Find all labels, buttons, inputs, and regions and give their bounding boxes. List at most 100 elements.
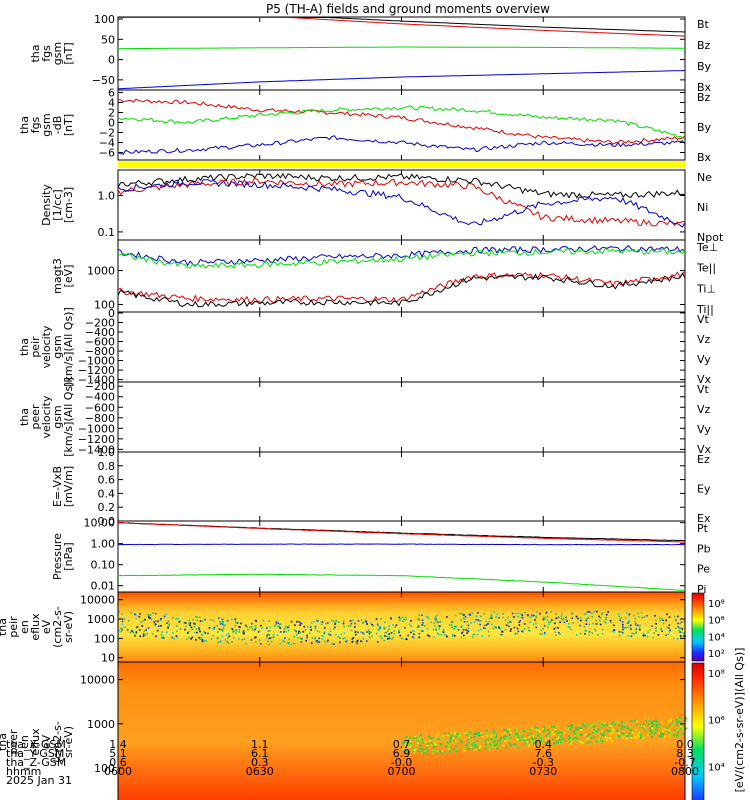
spectrogram-band: [401, 716, 687, 756]
legend-bx: Bx: [697, 151, 712, 164]
series-group: [117, 17, 686, 90]
time-axis-value: 1.1: [251, 738, 269, 751]
y-axis-label: peer: [29, 404, 42, 430]
time-axis-table: tha_X-GSM 1.4 1.1 0.7 0.4 0.0 tha_Y-GSM 5.1 6.1 6…: [6, 738, 699, 778]
y-tick-label: −1000: [78, 422, 115, 435]
y-tick-label: −800: [85, 345, 115, 358]
series-group: [117, 522, 686, 591]
series-group: [117, 244, 686, 308]
y-axis-label: en: [18, 735, 31, 749]
colorbar-peer: [691, 662, 705, 800]
y-axis-label: peir: [29, 336, 42, 358]
y-tick-label: 0.6: [98, 474, 116, 487]
series-line-ti: [117, 247, 686, 269]
legend-ti: Ti||: [696, 303, 714, 316]
legend-ey: Ey: [697, 483, 711, 496]
time-axis-value: 0600: [104, 765, 132, 778]
time-axis-value: 0.7: [393, 738, 411, 751]
y-axis-label: [eV]: [62, 265, 75, 288]
y-tick-label: 0: [108, 117, 115, 130]
legend-bx: Bx: [697, 81, 712, 94]
y-axis-label: velocity: [40, 325, 53, 368]
time-axis-row-label: hhmm: [6, 765, 41, 778]
time-axis-value: 8.3: [676, 747, 694, 760]
colorbar-tick-label: 10⁶: [708, 616, 725, 627]
panel-temperature: 1000 100 magt3[eV] Te⊥ Te|| Ti⊥ Ti||: [51, 239, 718, 316]
y-axis-label: eV: [40, 619, 53, 634]
colorbar-peir: [691, 592, 705, 662]
y-tick-label: −200: [85, 380, 115, 393]
y-axis-label: [mV/m]: [62, 466, 75, 507]
y-tick-label: 1000: [87, 613, 115, 626]
y-axis-label: sr-eV): [62, 611, 75, 643]
y-tick-label: 1.00: [91, 538, 116, 551]
y-axis-label: magt3: [51, 258, 64, 294]
series-line-pe: [117, 573, 686, 591]
legend-vz: Vz: [697, 403, 711, 416]
panel-density: 1.0 0.1 Density[1/cc][cm-3] Ne Ni Npot: [40, 169, 724, 244]
y-axis-label: gsm: [51, 42, 64, 65]
y-tick-label: 10: [101, 652, 115, 665]
y-tick-label: −1200: [78, 364, 115, 377]
time-axis-value: 0.3: [251, 756, 269, 769]
y-tick-label: −200: [85, 316, 115, 329]
spectrogram-background: [118, 592, 685, 662]
legend-bz: Bz: [697, 39, 711, 52]
panel-frame: [117, 451, 686, 522]
series-line-ni: [117, 172, 686, 199]
legend-vz: Vz: [697, 333, 711, 346]
y-tick-label: 10000: [80, 594, 115, 607]
series-line-by: [118, 46, 685, 50]
y-tick-label: 6: [108, 87, 115, 100]
series-line-pi: [118, 543, 686, 546]
series-line-bz: [118, 17, 686, 37]
panels: 100500−50thafgsgsm[nT]BtBzByBx6420−2−4−6…: [0, 13, 724, 800]
time-axis-value: 1.4: [109, 738, 127, 751]
y-tick-label: 50: [101, 33, 115, 46]
y-axis-label: tha: [29, 44, 42, 62]
series-line-te: [117, 272, 686, 308]
y-tick-label: 1000: [87, 265, 115, 278]
time-axis-value: 0730: [529, 765, 557, 778]
y-tick-label: −600: [85, 336, 115, 349]
y-axis-label: sr-eV): [62, 726, 75, 758]
y-tick-label: −6: [99, 147, 115, 160]
y-axis-label: peir: [7, 616, 20, 638]
y-tick-label: 0.0: [98, 515, 116, 528]
y-axis-label: [cm-3]: [62, 187, 75, 223]
panel-frame: [117, 381, 686, 453]
time-axis-value: 0800: [671, 765, 699, 778]
legend-npot: Npot: [697, 231, 724, 244]
y-axis-label: eflux: [29, 728, 42, 756]
legend-by: By: [697, 60, 712, 73]
legend-bt: Bt: [697, 18, 710, 31]
series-group: [117, 172, 686, 228]
legend-bz: Bz: [697, 91, 711, 104]
legend-pb: Pb: [697, 542, 711, 555]
y-axis-label: tha: [18, 408, 31, 426]
y-axis-label: tha: [0, 733, 9, 751]
panel-peer-spectrogram: 10000100010010thapeerenefluxeV(cm2-s-sr-…: [0, 661, 687, 800]
series-line-ti: [117, 244, 686, 267]
time-axis-value: 6.9: [393, 747, 411, 760]
y-tick-label: −800: [85, 412, 115, 425]
series-line-ne: [117, 177, 686, 227]
legend-vx: Vx: [697, 443, 712, 456]
colorbar-label: [eV/(cm2-s-sr-eV)](All Qs)]: [733, 648, 746, 793]
legend-ti: Ti⊥: [696, 282, 716, 295]
time-axis-value: 0.4: [535, 738, 553, 751]
colorbar-tick-label: 10⁸: [708, 599, 725, 610]
panel-frame: [117, 311, 686, 383]
y-tick-label: 0.01: [91, 580, 116, 593]
y-tick-label: 0: [108, 54, 115, 67]
figure-title: P5 (TH-A) fields and ground moments over…: [266, 2, 550, 16]
panel-frame: [117, 16, 686, 91]
y-tick-label: 0.10: [91, 559, 116, 572]
y-axis-label: [nT]: [62, 42, 75, 64]
y-axis-label: [1/cc]: [51, 189, 64, 220]
legend-ni: Ni: [697, 201, 708, 214]
series-line-pb: [117, 522, 685, 543]
y-tick-label: −1000: [78, 355, 115, 368]
y-axis-label: [nPa]: [62, 542, 75, 570]
